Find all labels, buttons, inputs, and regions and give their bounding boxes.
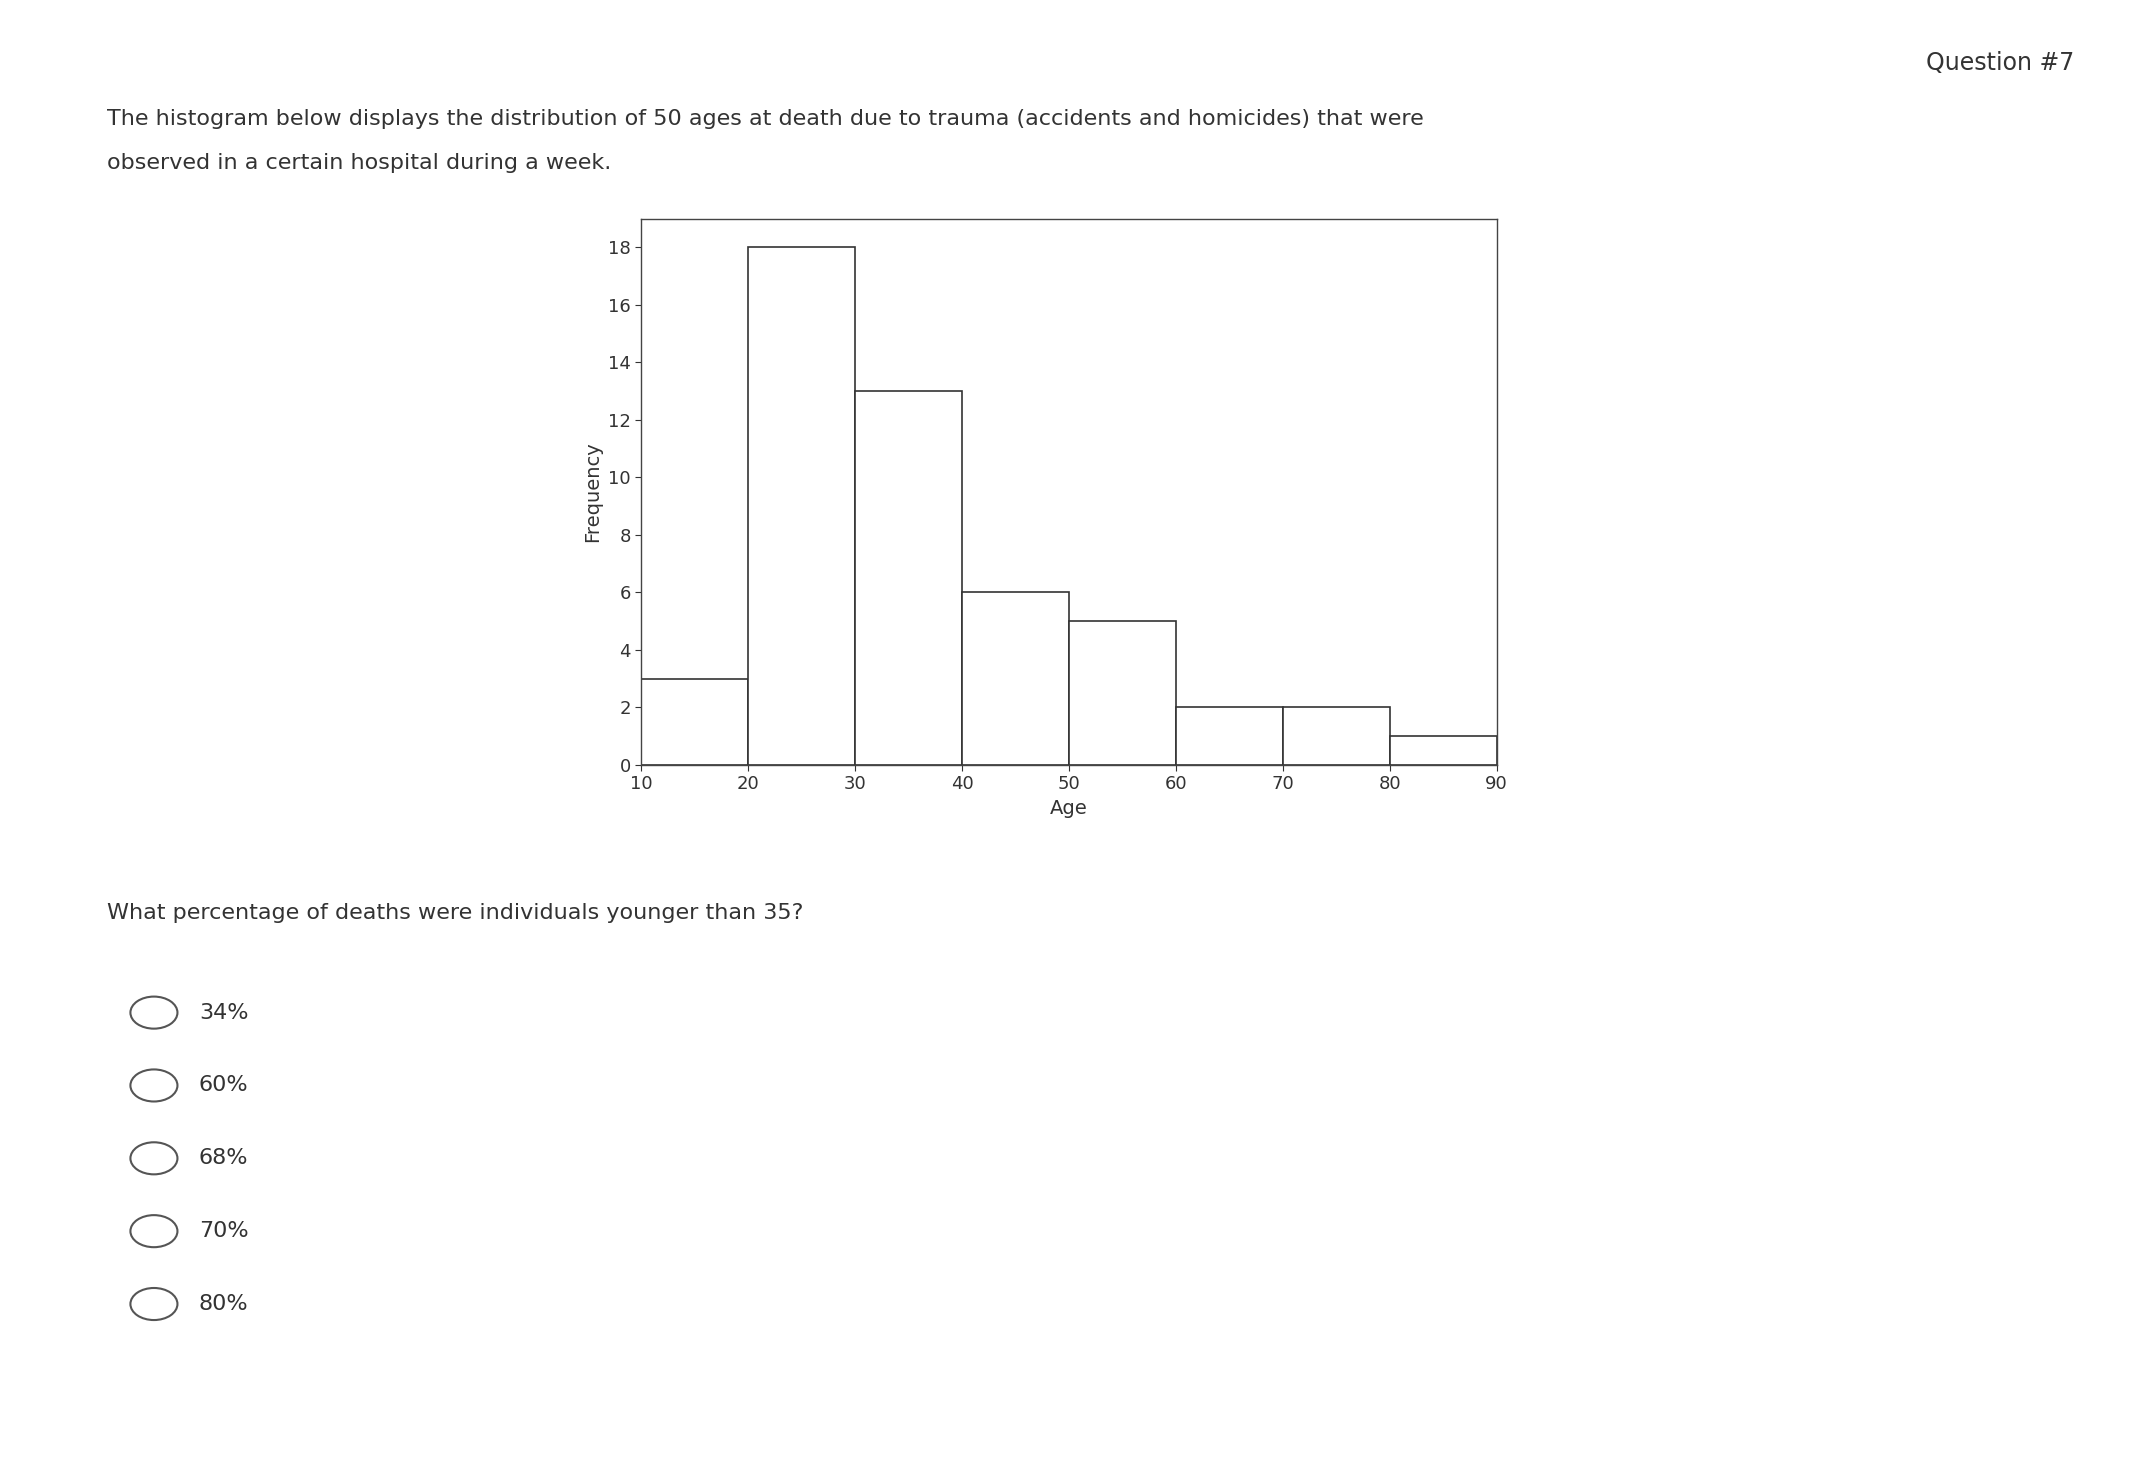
Bar [748,248,855,765]
Y-axis label: Frequency: Frequency [584,441,603,542]
Text: What percentage of deaths were individuals younger than 35?: What percentage of deaths were individua… [107,903,804,924]
Text: 68%: 68% [199,1148,248,1169]
X-axis label: Age: Age [1050,798,1088,817]
Text: observed in a certain hospital during a week.: observed in a certain hospital during a … [107,153,611,173]
Text: 80%: 80% [199,1294,248,1314]
Text: 70%: 70% [199,1221,248,1241]
Bar [1176,708,1283,765]
Bar [1390,736,1497,765]
Bar [1069,621,1176,765]
Bar [855,390,962,765]
Text: 60%: 60% [199,1075,248,1096]
Text: Question #7: Question #7 [1926,51,2074,74]
Bar [962,593,1069,765]
Bar [1283,708,1390,765]
Bar [641,679,748,765]
Text: The histogram below displays the distribution of 50 ages at death due to trauma : The histogram below displays the distrib… [107,109,1424,130]
Text: 34%: 34% [199,1002,248,1023]
